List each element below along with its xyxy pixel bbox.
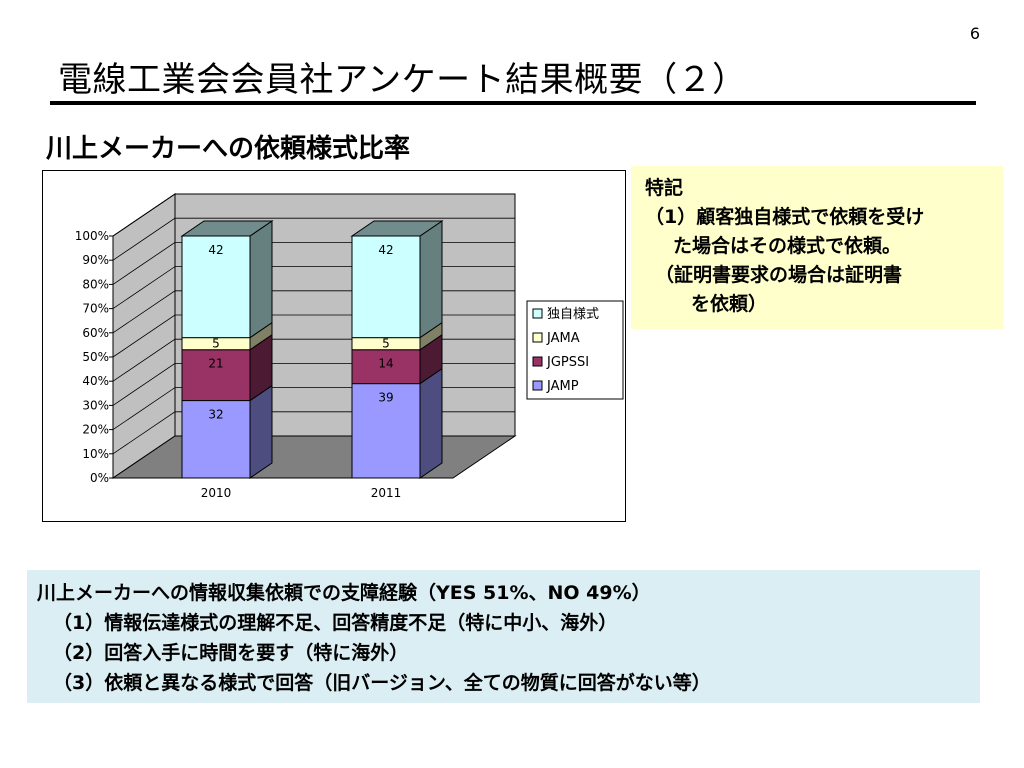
y-tick-label: 70% — [82, 302, 109, 316]
y-tick-label: 0% — [90, 471, 109, 485]
bar-segment — [351, 235, 421, 339]
legend-swatch — [532, 356, 543, 367]
gridline — [112, 217, 515, 261]
y-tick-label: 50% — [82, 350, 109, 364]
title-underline — [50, 101, 976, 105]
chart-heading: 川上メーカーへの依頼様式比率 — [46, 134, 411, 164]
legend-swatch — [532, 380, 543, 391]
data-label: 5 — [382, 337, 390, 351]
notes-line: を依頼） — [691, 293, 768, 315]
bar-top-face — [350, 220, 444, 237]
survey-heading: 川上メーカーへの情報収集依頼での支障経験（YES 51%、NO 49%） — [37, 582, 651, 604]
chart-floor — [111, 435, 517, 479]
bar-segment-side — [419, 367, 443, 479]
legend-label: JAMP — [546, 379, 579, 394]
bar-segment — [181, 349, 251, 402]
gridline — [112, 193, 515, 237]
legend-label: JAMA — [546, 331, 580, 346]
chart-area: 0% 10% 20% 30% 40% 50% 60% 70% 80% 90% 100% 32 21 5 42… — [42, 170, 626, 522]
data-label: 39 — [378, 391, 393, 405]
data-label: 14 — [378, 357, 393, 371]
y-tick-label: 90% — [82, 253, 109, 267]
legend-label: JGPSSI — [546, 355, 589, 370]
survey-findings-box: 川上メーカーへの情報収集依頼での支障経験（YES 51%、NO 49%） （1）… — [27, 570, 980, 703]
bar-segment-side — [249, 220, 273, 339]
special-notes-box: 特記 （1）顧客独自様式で依頼を受け た場合はその様式で依頼。 （証明書要求の場… — [631, 166, 1003, 329]
stacked-bar-chart: 0% 10% 20% 30% 40% 50% 60% 70% 80% 90% 100% 32 21 5 42… — [75, 193, 624, 500]
bar-segment-side — [419, 220, 443, 339]
data-label: 21 — [208, 357, 223, 371]
y-tick-label: 20% — [82, 423, 109, 437]
x-tick-label: 2010 — [201, 486, 232, 500]
data-label: 42 — [378, 243, 393, 257]
x-tick-label: 2011 — [371, 486, 402, 500]
notes-heading: 特記 — [645, 177, 684, 199]
legend-swatch — [532, 308, 543, 319]
y-tick-label: 100% — [75, 229, 109, 243]
notes-line: （証明書要求の場合は証明書 — [655, 264, 903, 286]
bar-segment — [181, 400, 251, 479]
y-tick-label: 10% — [82, 447, 109, 461]
bar-segment-side — [249, 384, 273, 479]
data-label: 42 — [208, 243, 223, 257]
notes-line: た場合はその様式で依頼。 — [673, 235, 902, 257]
bar-segment — [351, 383, 421, 479]
y-tick-label: 30% — [82, 398, 109, 412]
y-tick-label: 80% — [82, 277, 109, 291]
y-tick-label: 60% — [82, 326, 109, 340]
bar-segment — [351, 349, 421, 385]
survey-item: （2）回答入手に時間を要す（特に海外） — [53, 642, 409, 664]
survey-item: （1）情報伝達様式の理解不足、回答精度不足（特に中小、海外） — [53, 612, 618, 634]
legend-box — [526, 300, 624, 400]
y-tick-label: 40% — [82, 374, 109, 388]
data-label: 32 — [208, 408, 223, 422]
page-number: 6 — [969, 24, 980, 43]
data-label: 5 — [212, 337, 220, 351]
notes-line: （1）顧客独自様式で依頼を受け — [645, 206, 925, 228]
page-title: 電線工業会会員社アンケート結果概要（２） — [58, 60, 747, 100]
legend-swatch — [532, 332, 543, 343]
bar-top-face — [180, 220, 274, 237]
survey-item: （3）依頼と異なる様式で回答（旧バージョン、全ての物質に回答がない等） — [53, 672, 711, 694]
legend-label: 独自様式 — [547, 307, 599, 322]
bar-segment — [181, 235, 251, 339]
